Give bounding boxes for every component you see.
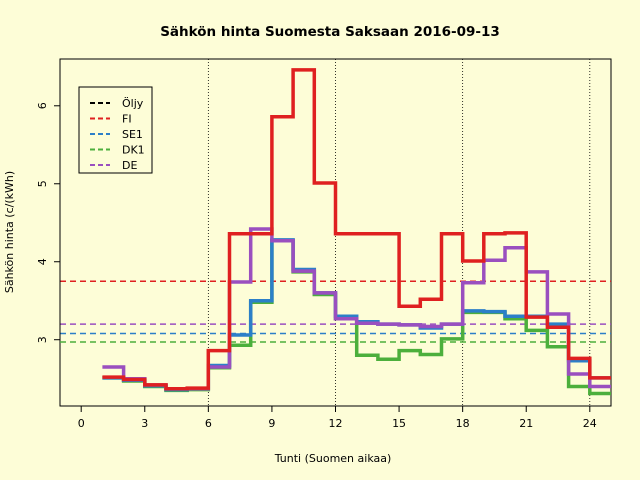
average-lines	[60, 280, 611, 343]
vertical-gridlines	[207, 59, 591, 406]
series-line-de	[102, 227, 611, 391]
x-axis-label: Tunti (Suomen aikaa)	[274, 452, 392, 465]
x-tick-label: 18	[456, 417, 470, 430]
y-axis-label: Sähkön hinta (c/(kWh)	[3, 171, 16, 293]
legend: Öljy FI SE1 DK1 DE	[78, 86, 153, 174]
x-tick-label: 12	[329, 417, 343, 430]
legend-label-öljy: Öljy	[122, 97, 144, 110]
legend-box	[78, 86, 153, 174]
x-tick-label: 21	[519, 417, 533, 430]
series-lines	[102, 68, 611, 396]
x-tick-label: 15	[392, 417, 406, 430]
x-axis: 0 3 6 9 12 15 18 21 24	[78, 405, 597, 430]
y-tick-label: 3	[36, 336, 49, 343]
x-tick-label: 9	[268, 417, 275, 430]
legend-label-dk1: DK1	[122, 144, 145, 157]
y-tick-label: 4	[36, 258, 49, 265]
legend-label-de: DE	[122, 159, 137, 172]
legend-label-fi: FI	[122, 113, 132, 126]
x-tick-label: 3	[141, 417, 148, 430]
y-axis: 3 4 5 6	[36, 102, 61, 343]
y-tick-label: 6	[36, 102, 49, 109]
series-line-se1	[102, 238, 611, 392]
series-line-fi	[102, 68, 611, 391]
x-tick-label: 0	[78, 417, 85, 430]
y-tick-label: 5	[36, 180, 49, 187]
x-tick-label: 24	[583, 417, 597, 430]
legend-label-se1: SE1	[122, 128, 143, 141]
x-tick-label: 6	[205, 417, 212, 430]
chart-title: Sähkön hinta Suomesta Saksaan 2016-09-13	[160, 24, 500, 40]
